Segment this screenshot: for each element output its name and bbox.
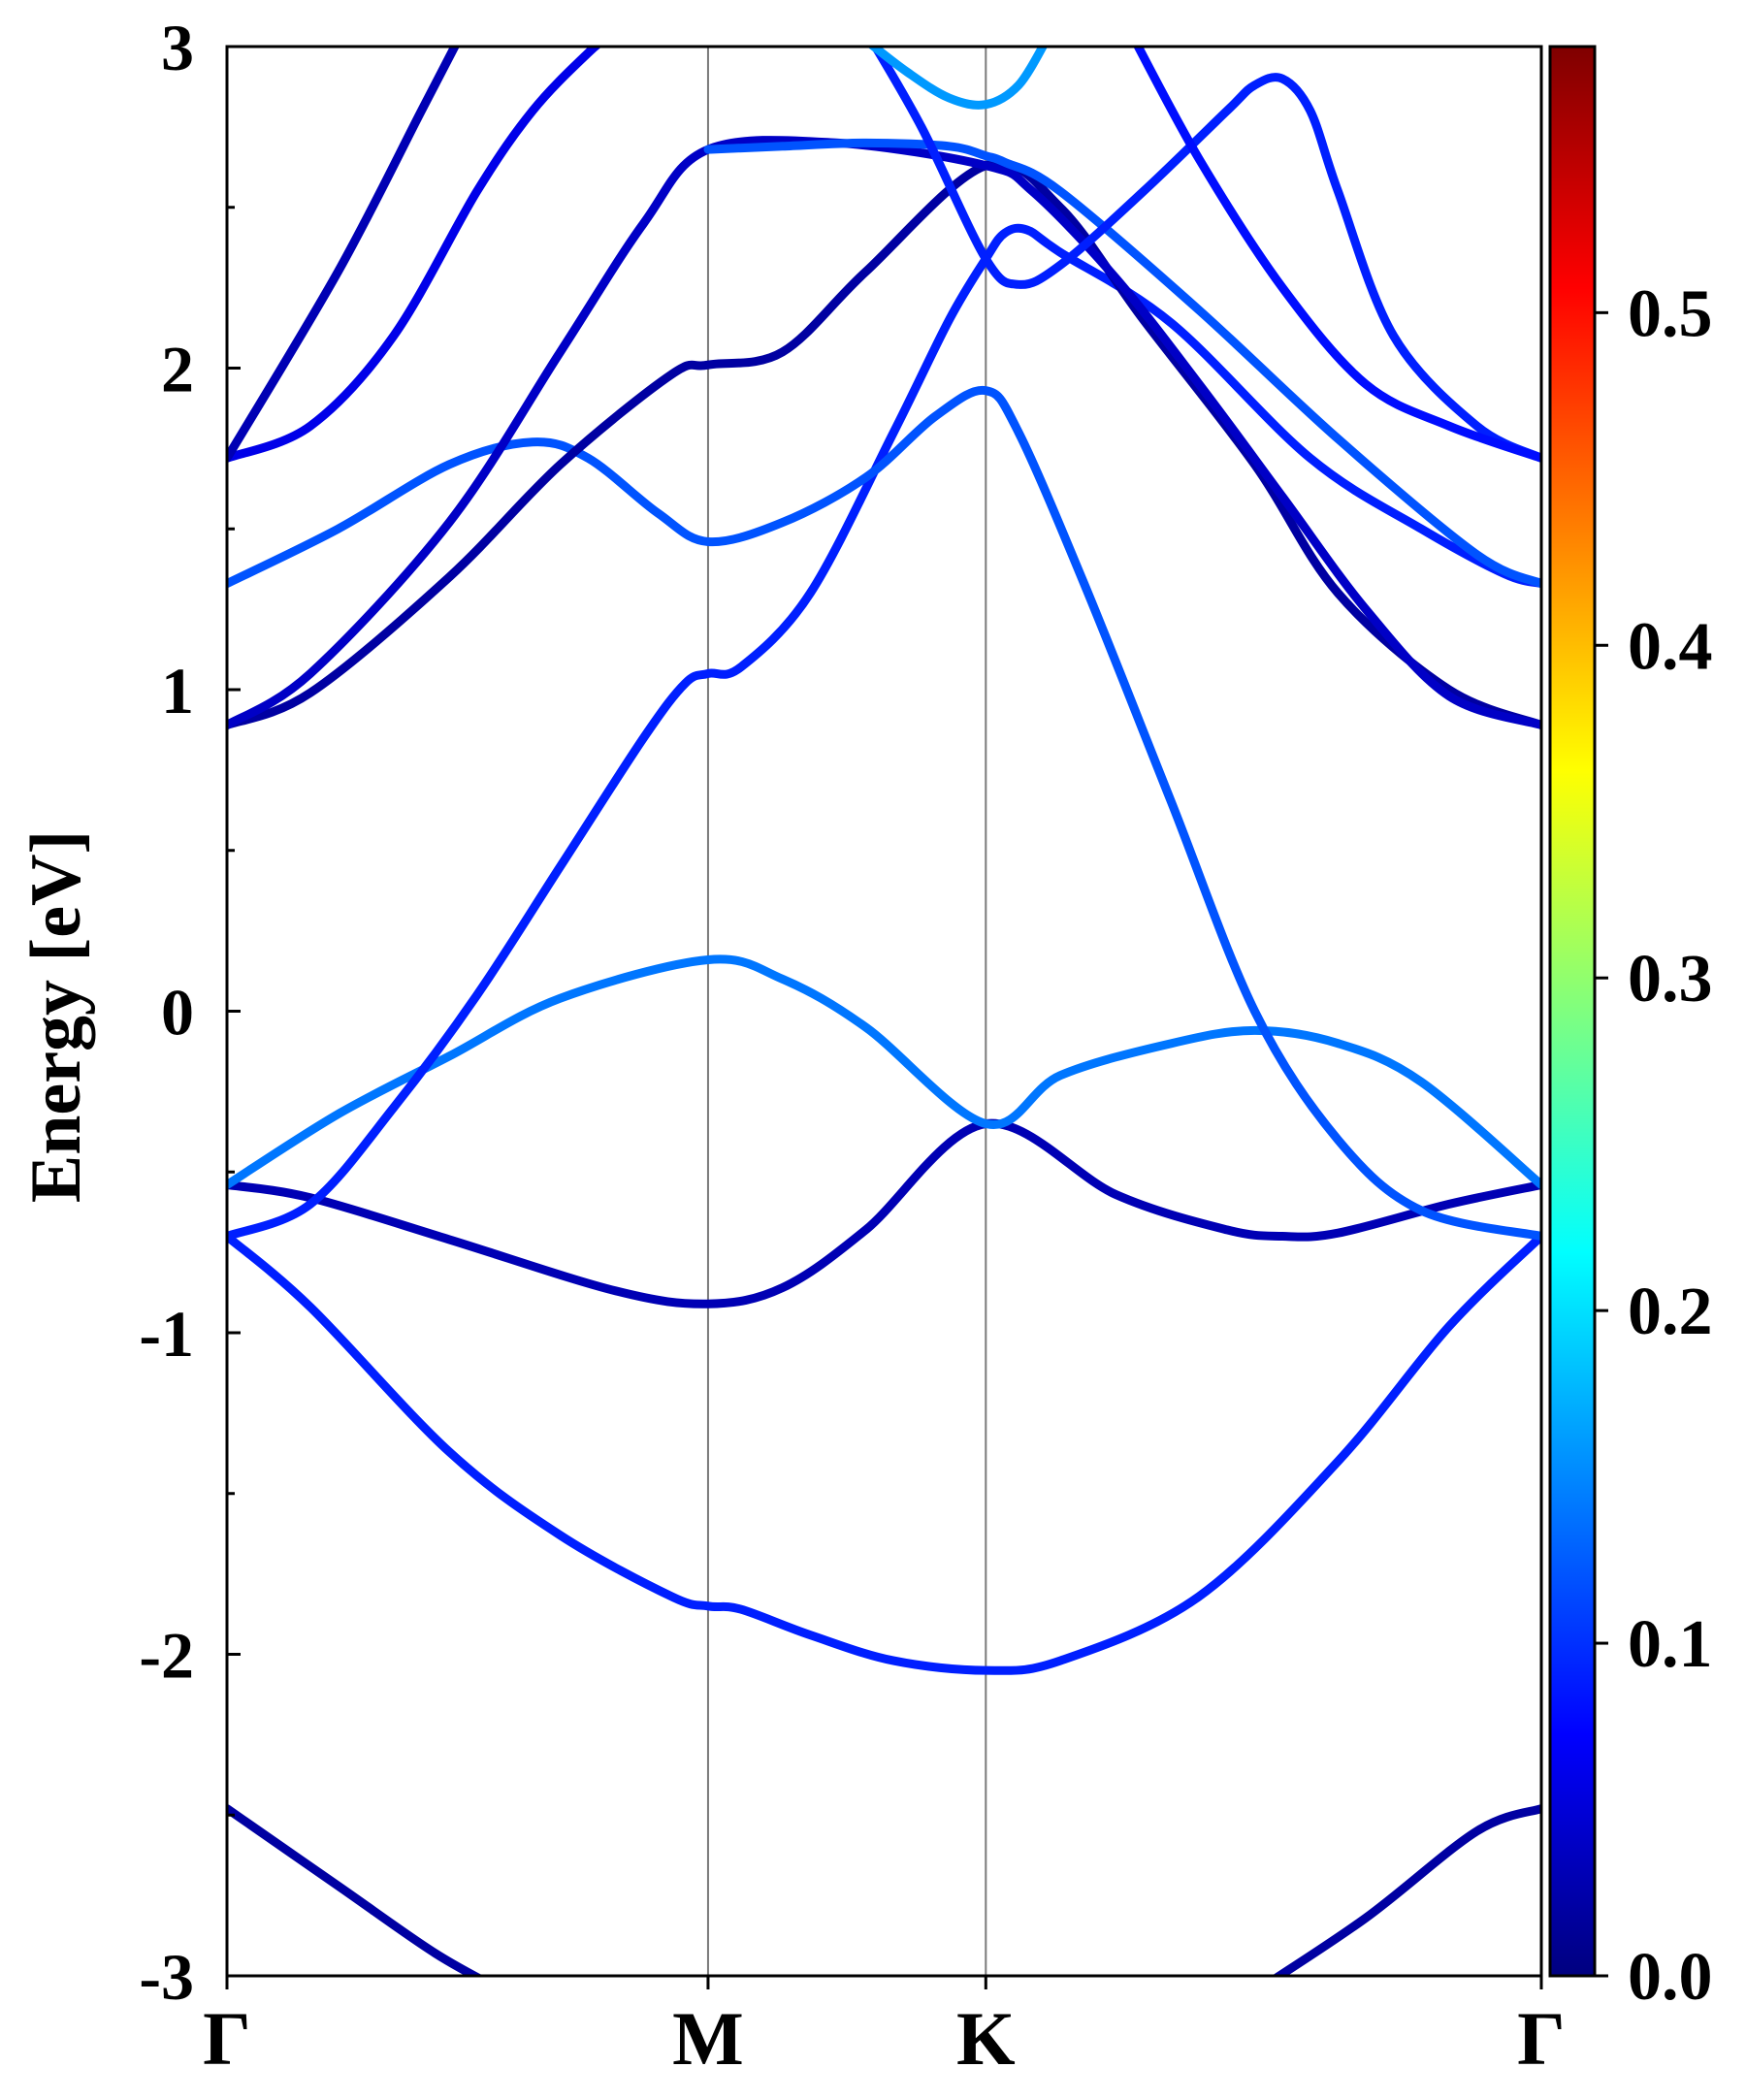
band-line-6 xyxy=(227,223,1541,1241)
band-line-13 xyxy=(870,47,1541,463)
colorbar-ticks: 0.0 0.1 0.2 0.3 0.4 0.5 xyxy=(1595,276,1713,2015)
band-line-14 xyxy=(1133,47,1541,463)
k-point-label: K xyxy=(956,1996,1016,2081)
colorbar-tick-label: 0.1 xyxy=(1628,1607,1713,1682)
band-line-12 xyxy=(227,47,460,463)
y-axis-ticks: 3 2 1 0 -1 -2 -3 xyxy=(139,11,241,2014)
band-line-15 xyxy=(866,47,1049,110)
k-point-label: Γ xyxy=(203,1996,251,2081)
colorbar xyxy=(1548,45,1597,1978)
colorbar-tick-label: 0.5 xyxy=(1628,276,1713,351)
y-tick-label: -2 xyxy=(139,1619,194,1693)
colorbar-tick-label: 0.4 xyxy=(1628,609,1713,684)
band-line-11 xyxy=(703,138,1541,589)
k-point-label: M xyxy=(672,1996,744,2081)
band-lines xyxy=(227,47,1541,1976)
y-tick-label: -3 xyxy=(139,1940,194,2014)
band-line-4 xyxy=(227,1118,1541,1308)
band-line-2 xyxy=(1271,1804,1541,1976)
band-line-7 xyxy=(227,385,1541,1241)
y-axis-label: Energy [eV] xyxy=(16,830,96,1203)
band-line-5 xyxy=(227,954,1541,1189)
plot-frame xyxy=(225,45,1543,1978)
band-line-9 xyxy=(227,136,1541,729)
band-line-8 xyxy=(227,158,1541,729)
y-tick-label: 3 xyxy=(161,11,194,84)
band-line-10 xyxy=(227,47,602,463)
colorbar-tick-label: 0.3 xyxy=(1628,942,1713,1017)
band-line-1 xyxy=(227,1804,484,1976)
colorbar-tick-label: 0.0 xyxy=(1628,1940,1713,2015)
y-tick-label: 1 xyxy=(161,654,194,727)
y-tick-label: 2 xyxy=(161,333,194,406)
y-tick-label: -1 xyxy=(139,1297,194,1371)
k-point-label: Γ xyxy=(1517,1996,1566,2081)
y-tick-label: 0 xyxy=(161,976,194,1050)
band-line-3 xyxy=(227,1232,1541,1675)
colorbar-tick-label: 0.2 xyxy=(1628,1275,1713,1349)
